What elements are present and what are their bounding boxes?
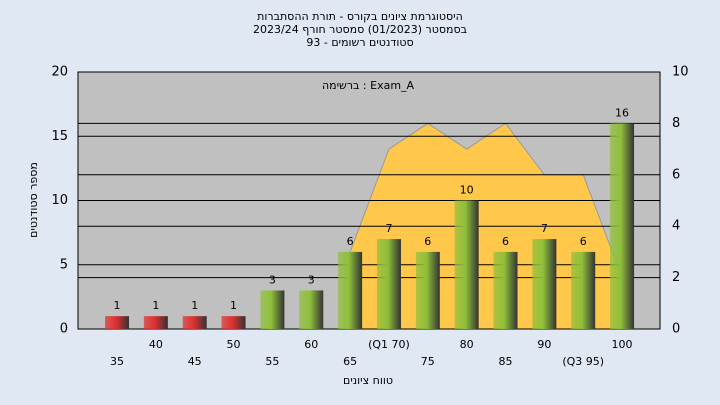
bar: [571, 251, 596, 329]
x-tick-label: 75: [421, 355, 435, 368]
x-tick-label: 55: [265, 355, 279, 368]
bar: [376, 239, 401, 329]
y-tick-label: 5: [60, 257, 68, 272]
bar: [182, 316, 207, 329]
x-tick-label: (Q3 95): [562, 355, 604, 368]
x-tick-label: 35: [110, 355, 124, 368]
x-tick-label: (Q1 70): [368, 338, 410, 351]
bar: [454, 200, 479, 329]
data-label: 1: [230, 299, 237, 312]
x-tick-label: 45: [188, 355, 202, 368]
data-label: 16: [615, 106, 629, 119]
x-tick-label: 100: [612, 338, 633, 351]
data-label: 1: [114, 299, 121, 312]
x-tick-label: 40: [149, 338, 163, 351]
bar: [143, 316, 168, 329]
bar: [610, 123, 635, 330]
y-tick-label: 10: [51, 193, 68, 208]
y-tick-label: 0: [60, 322, 68, 337]
data-label: 3: [308, 273, 315, 286]
data-label: 1: [152, 299, 159, 312]
bar: [493, 251, 518, 329]
bar: [105, 316, 129, 329]
y2-tick-label: 6: [672, 167, 680, 182]
y2-tick-label: 0: [672, 322, 680, 337]
bar: [299, 290, 324, 329]
y-tick-label: 15: [51, 129, 68, 144]
y2-tick-label: 4: [672, 219, 680, 234]
title-line: סטודנטים רשומים - 93: [306, 36, 413, 49]
title-line: בסמסטר (01/2023) סמסטר חורף 2023/24: [253, 23, 467, 36]
bar: [532, 239, 557, 329]
bar: [415, 251, 440, 329]
y2-tick-label: 10: [672, 65, 689, 80]
x-tick-label: 65: [343, 355, 357, 368]
annotation: ברשימה : Exam_A: [322, 79, 415, 92]
x-tick-label: 80: [460, 338, 474, 351]
data-label: 6: [347, 235, 354, 248]
data-label: 3: [269, 273, 276, 286]
x-tick-label: 60: [304, 338, 318, 351]
x-tick-label: 85: [499, 355, 513, 368]
y-tick-label: 20: [51, 65, 68, 80]
x-axis-label: טווח ציונים: [343, 374, 393, 387]
x-tick-label: 50: [227, 338, 241, 351]
data-label: 7: [541, 222, 548, 235]
data-label: 6: [502, 235, 509, 248]
y-axis-label: מספר סטודנטים: [27, 162, 40, 238]
data-label: 10: [460, 184, 474, 197]
data-label: 7: [385, 222, 392, 235]
title-line: היסטוגרמת ציונים בקורס - תורת ההסתברות: [257, 10, 463, 23]
y2-tick-label: 2: [672, 270, 680, 285]
data-label: 6: [580, 235, 587, 248]
data-label: 6: [424, 235, 431, 248]
bar: [260, 290, 285, 329]
bar: [221, 316, 246, 329]
y2-tick-label: 8: [672, 116, 680, 131]
data-label: 1: [191, 299, 198, 312]
x-tick-label: 90: [537, 338, 551, 351]
bar: [338, 251, 363, 329]
